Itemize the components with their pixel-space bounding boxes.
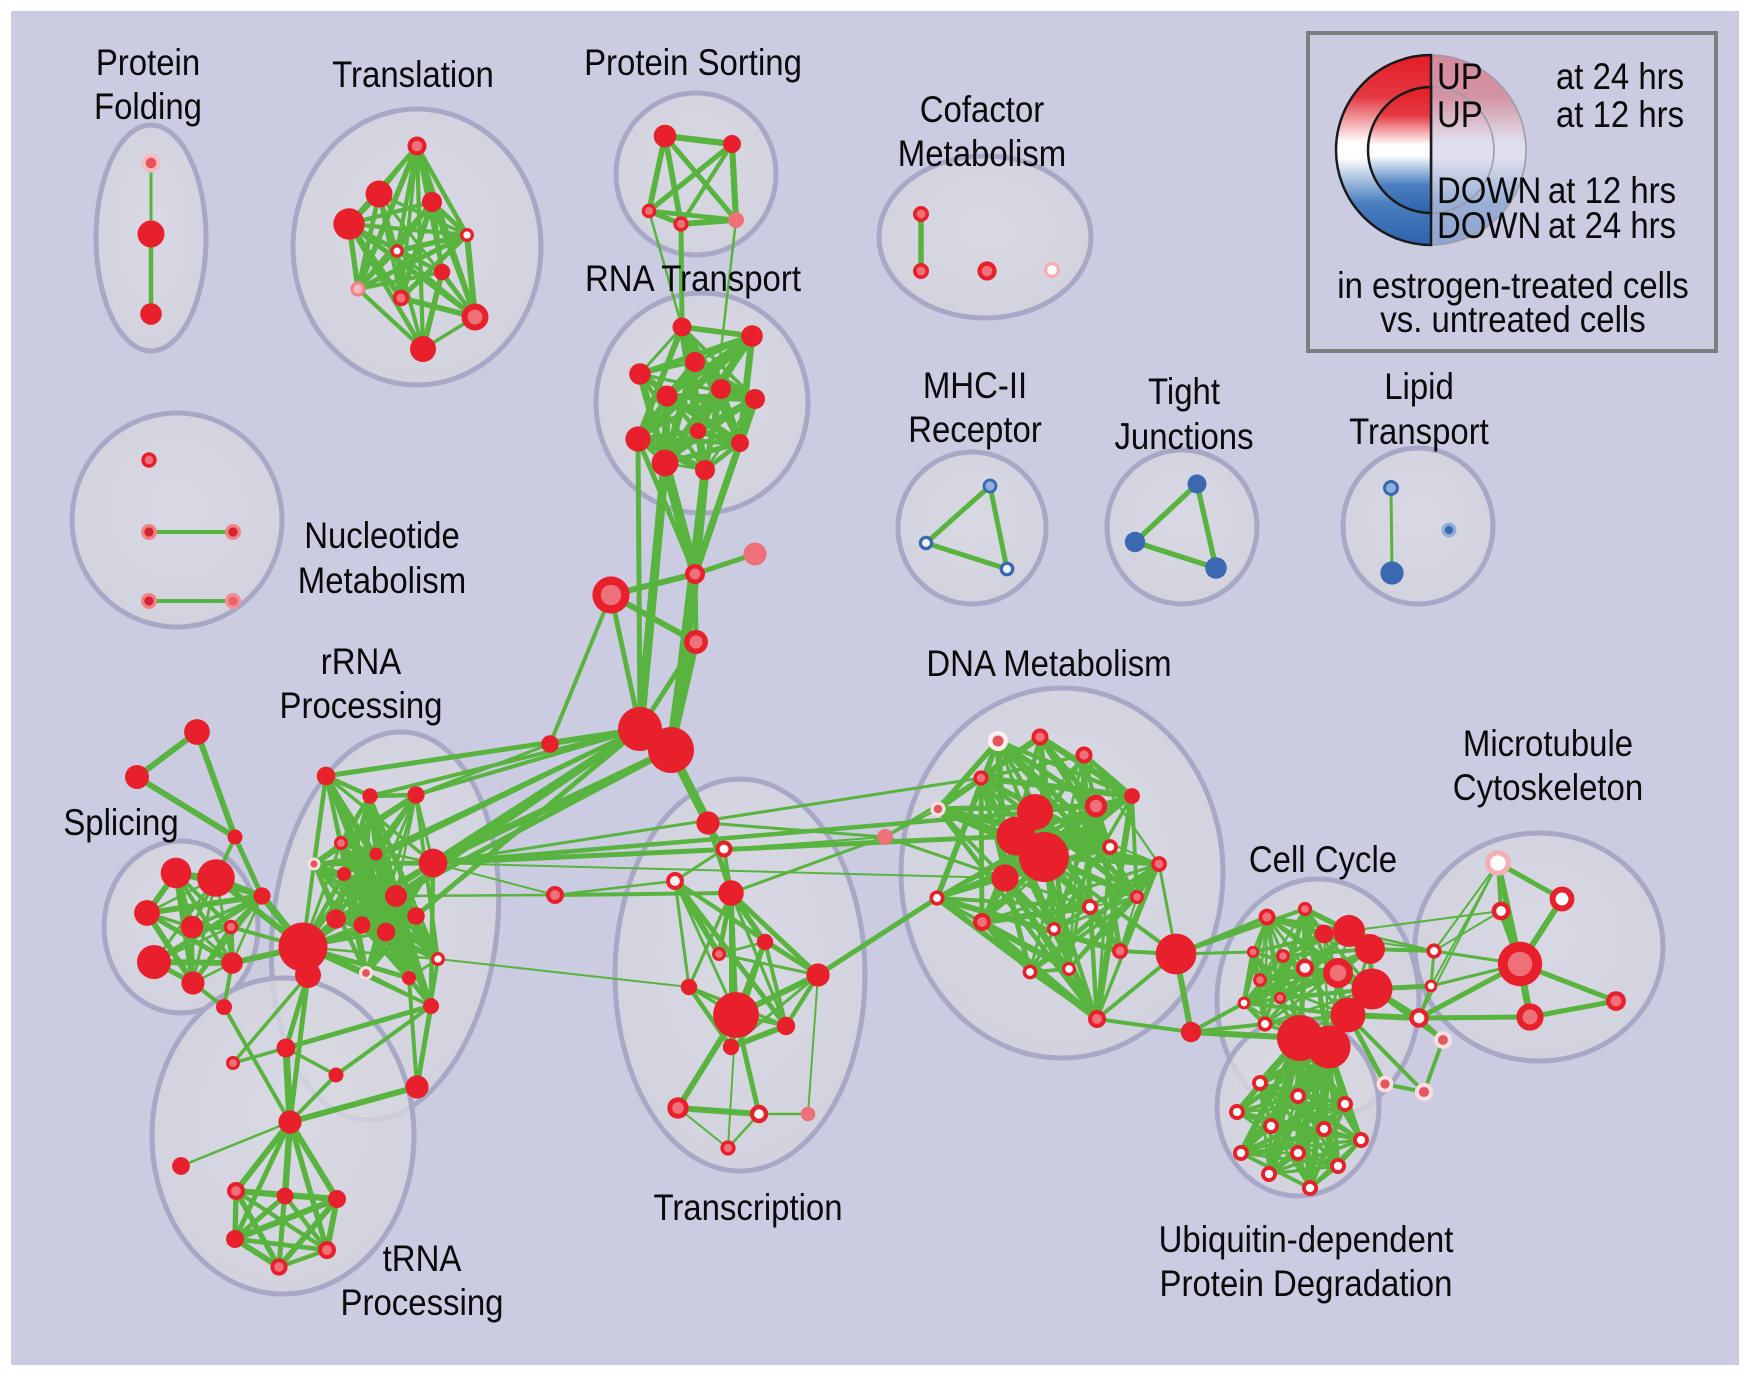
svg-text:RNA Transport: RNA Transport xyxy=(585,258,802,299)
svg-text:Splicing: Splicing xyxy=(63,802,178,843)
svg-text:MHC-II: MHC-II xyxy=(923,365,1027,406)
svg-text:UP: UP xyxy=(1437,56,1483,97)
svg-text:Microtubule: Microtubule xyxy=(1463,723,1633,764)
svg-text:DNA Metabolism: DNA Metabolism xyxy=(926,643,1171,684)
svg-text:Lipid: Lipid xyxy=(1384,366,1454,407)
svg-text:tRNA: tRNA xyxy=(383,1238,462,1279)
svg-text:Processing: Processing xyxy=(341,1282,504,1323)
svg-text:at 12 hrs: at 12 hrs xyxy=(1556,94,1684,135)
svg-text:Protein Degradation: Protein Degradation xyxy=(1160,1263,1453,1304)
svg-text:Junctions: Junctions xyxy=(1114,416,1253,457)
svg-text:at 24 hrs: at 24 hrs xyxy=(1548,205,1676,246)
svg-text:Cytoskeleton: Cytoskeleton xyxy=(1453,767,1643,808)
svg-text:Cell Cycle: Cell Cycle xyxy=(1249,839,1397,880)
svg-text:Tight: Tight xyxy=(1148,371,1221,412)
svg-text:Processing: Processing xyxy=(280,685,443,726)
svg-text:DOWN: DOWN xyxy=(1437,205,1541,246)
svg-text:Transcription: Transcription xyxy=(653,1187,842,1228)
svg-text:at 24 hrs: at 24 hrs xyxy=(1556,56,1684,97)
svg-text:DOWN: DOWN xyxy=(1437,170,1541,211)
svg-text:Nucleotide: Nucleotide xyxy=(304,515,460,556)
svg-text:Metabolism: Metabolism xyxy=(298,560,466,601)
svg-text:vs. untreated cells: vs. untreated cells xyxy=(1380,299,1645,340)
svg-text:UP: UP xyxy=(1437,94,1483,135)
svg-text:Protein: Protein xyxy=(96,42,200,83)
svg-text:rRNA: rRNA xyxy=(321,641,402,682)
svg-text:Ubiquitin-dependent: Ubiquitin-dependent xyxy=(1159,1219,1454,1260)
svg-text:Folding: Folding xyxy=(94,86,202,127)
svg-text:Metabolism: Metabolism xyxy=(898,133,1066,174)
svg-text:Translation: Translation xyxy=(332,54,494,95)
svg-text:Receptor: Receptor xyxy=(908,409,1042,450)
svg-text:Protein Sorting: Protein Sorting xyxy=(584,42,802,83)
svg-text:at 12 hrs: at 12 hrs xyxy=(1548,170,1676,211)
svg-text:Transport: Transport xyxy=(1349,411,1489,452)
svg-text:in estrogen-treated cells: in estrogen-treated cells xyxy=(1337,265,1689,306)
svg-text:Cofactor: Cofactor xyxy=(920,89,1045,130)
